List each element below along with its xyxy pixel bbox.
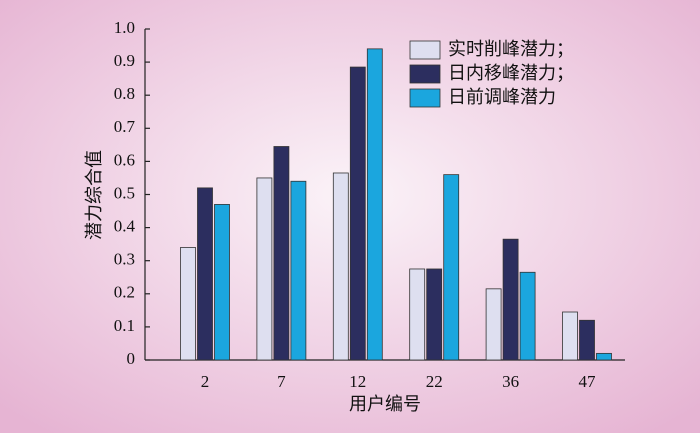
bar bbox=[409, 268, 426, 361]
bar bbox=[596, 352, 612, 361]
bar bbox=[519, 271, 536, 361]
bar bbox=[349, 66, 366, 361]
bar bbox=[332, 172, 349, 361]
legend-swatch bbox=[409, 40, 441, 60]
y-tick-label: 0.5 bbox=[114, 183, 135, 202]
y-tick-label: 0.6 bbox=[114, 150, 135, 169]
bar bbox=[197, 187, 213, 361]
y-tick-label: 0.8 bbox=[114, 84, 135, 103]
x-tick-label: 7 bbox=[277, 372, 286, 391]
legend-swatch bbox=[409, 64, 441, 84]
bar bbox=[256, 177, 273, 361]
y-tick-label: 0.1 bbox=[114, 316, 135, 335]
y-tick-label: 1.0 bbox=[114, 18, 135, 37]
y-tick-label: 0.4 bbox=[114, 217, 136, 236]
bar bbox=[366, 48, 383, 361]
x-axis-label: 用户编号 bbox=[349, 394, 421, 415]
legend-swatch bbox=[409, 88, 441, 108]
y-tick-label: 0 bbox=[127, 349, 136, 368]
x-tick-label: 36 bbox=[502, 372, 519, 391]
bar bbox=[214, 204, 230, 361]
bar bbox=[426, 268, 443, 361]
bar bbox=[502, 238, 519, 361]
y-tick-label: 0.2 bbox=[114, 283, 135, 302]
y-tick-label: 0.7 bbox=[114, 117, 136, 136]
bar bbox=[290, 180, 307, 361]
x-tick-label: 2 bbox=[201, 372, 210, 391]
legend-label: 日前调峰潜力 bbox=[448, 87, 556, 108]
bar bbox=[579, 319, 595, 361]
x-tick-label: 47 bbox=[579, 372, 597, 391]
legend-label: 实时削峰潜力； bbox=[448, 39, 574, 60]
bar bbox=[443, 174, 460, 361]
y-tick-label: 0.9 bbox=[114, 51, 135, 70]
y-tick-label: 0.3 bbox=[114, 250, 135, 269]
bar bbox=[180, 247, 196, 361]
legend-label: 日内移峰潜力； bbox=[448, 63, 574, 84]
bar bbox=[562, 311, 578, 361]
y-axis-label: 潜力综合值 bbox=[84, 150, 105, 240]
bar bbox=[485, 288, 502, 361]
x-tick-label: 12 bbox=[349, 372, 366, 391]
x-tick-label: 22 bbox=[426, 372, 443, 391]
bar bbox=[273, 146, 290, 361]
